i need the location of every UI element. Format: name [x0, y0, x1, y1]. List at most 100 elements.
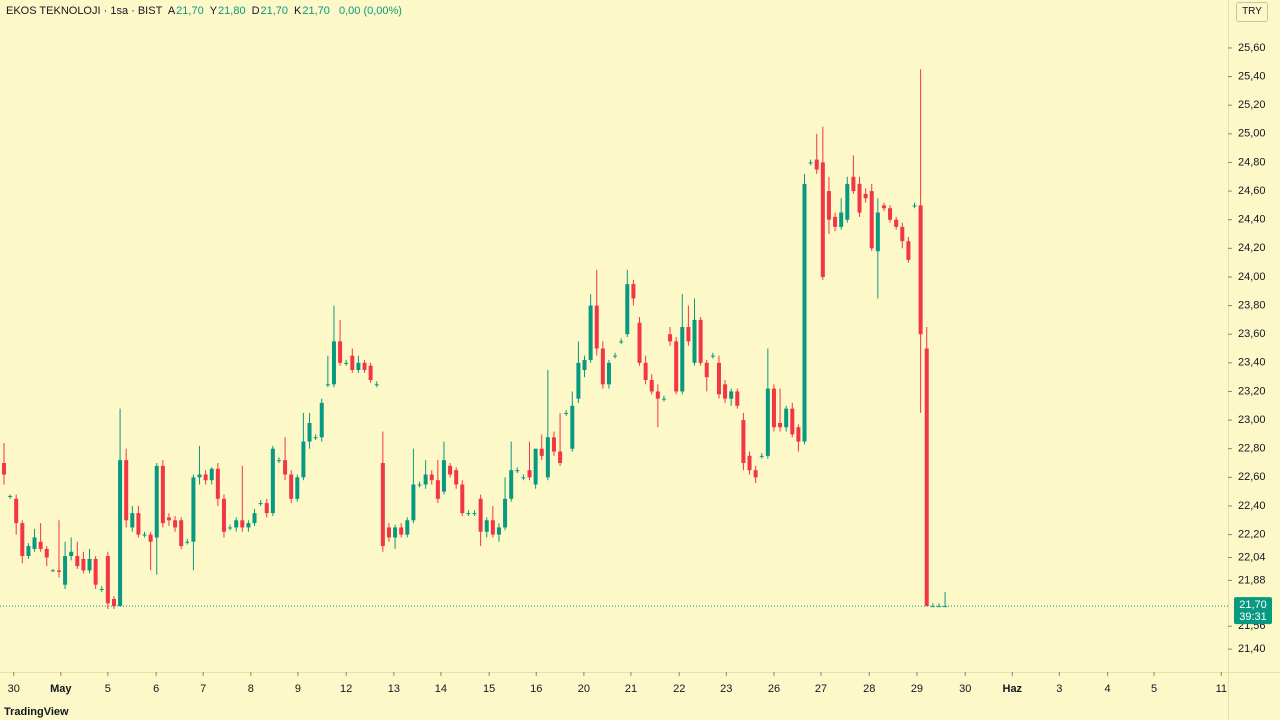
candle-body	[136, 513, 141, 535]
x-tick-label: 14	[435, 683, 447, 695]
legend-label: D	[251, 5, 260, 17]
candle-body	[606, 362, 611, 385]
candle-body	[362, 362, 367, 370]
candle-body	[741, 420, 746, 464]
y-tick-label: 25,20	[1238, 99, 1266, 111]
last-price-box	[1234, 597, 1272, 625]
candle-body	[246, 523, 251, 528]
candle-body	[423, 474, 428, 485]
candle-body	[735, 391, 740, 406]
symbol: EKOS TEKNOLOJI · 1sa · BIST	[6, 5, 163, 17]
x-tick-label: 13	[388, 683, 400, 695]
x-tick-label: 7	[200, 683, 206, 695]
candle-body	[888, 208, 893, 220]
y-tick-label: 21,88	[1238, 574, 1266, 586]
candle-body	[851, 176, 856, 192]
candle-body	[808, 162, 813, 164]
x-tick-label: 4	[1105, 683, 1111, 695]
candles	[1, 69, 948, 610]
candle-body	[655, 391, 660, 399]
candle-body	[918, 205, 923, 335]
x-tick-label: 16	[530, 683, 542, 695]
y-tick-label: 25,00	[1238, 128, 1266, 140]
candle-body	[698, 319, 703, 363]
candle-body	[264, 503, 269, 514]
y-tick-label: 21,40	[1238, 643, 1266, 655]
currency-button[interactable]: TRY	[1236, 2, 1268, 22]
ohlc-legend: A21,70 Y21,80 D21,70 K21,70	[168, 5, 336, 17]
candle-body	[142, 534, 147, 536]
x-tick-label: May	[50, 683, 72, 695]
candle-body	[521, 477, 526, 479]
candle-body	[600, 348, 605, 385]
candle-body	[454, 470, 459, 485]
x-tick-label: 12	[340, 683, 352, 695]
candle-body	[338, 341, 343, 363]
candle-body	[368, 365, 373, 381]
candle-body	[545, 437, 550, 478]
candle-body	[417, 484, 422, 486]
candle-body	[344, 362, 349, 364]
candle-body	[857, 183, 862, 213]
x-tick-label: 9	[295, 683, 301, 695]
candle-body	[906, 241, 911, 260]
candle-body	[503, 498, 508, 528]
candle-body	[441, 460, 446, 492]
candle-body	[448, 465, 453, 475]
candle-body	[160, 465, 165, 524]
x-tick-label: Haz	[1003, 683, 1023, 695]
legend-label: Y	[209, 5, 218, 17]
y-tick-label: 22,60	[1238, 471, 1266, 483]
candle-body	[99, 588, 104, 590]
candle-body	[435, 480, 440, 499]
x-tick-label: 30	[959, 683, 971, 695]
candle-body	[93, 558, 98, 585]
candle-body	[38, 541, 43, 549]
candle-body	[539, 448, 544, 456]
candle-body	[576, 362, 581, 399]
candle-body	[790, 408, 795, 435]
candle-body	[496, 527, 501, 535]
candle-body	[1, 463, 6, 475]
candle-body	[582, 359, 587, 370]
y-tick-label: 24,60	[1238, 185, 1266, 197]
candle-body	[894, 219, 899, 227]
x-tick-label: 27	[815, 683, 827, 695]
candle-body	[429, 474, 434, 481]
x-tick-label: 22	[673, 683, 685, 695]
candle-body	[258, 503, 263, 505]
y-tick-label: 25,40	[1238, 70, 1266, 82]
candle-body	[814, 159, 819, 170]
y-tick-label: 23,40	[1238, 357, 1266, 369]
candle-body	[295, 477, 300, 499]
change: 0,00 (0,00%)	[338, 5, 402, 17]
candle-body	[723, 384, 728, 399]
candle-body	[558, 451, 563, 464]
candle-body	[747, 455, 752, 471]
y-tick-label: 25,60	[1238, 42, 1266, 54]
y-tick-label: 22,04	[1238, 551, 1266, 563]
candle-body	[478, 498, 483, 532]
candle-body	[674, 341, 679, 392]
candle-body	[863, 193, 868, 199]
legend: EKOS TEKNOLOJI · 1sa · BIST A21,70 Y21,80…	[6, 5, 408, 17]
candle-body	[900, 226, 905, 242]
candle-body	[411, 484, 416, 521]
candle-body	[460, 484, 465, 514]
candle-body	[472, 513, 477, 515]
x-tick-label: 5	[105, 683, 111, 695]
x-tick-label: 30	[8, 683, 20, 695]
candle-body	[729, 391, 734, 399]
x-tick-label: 23	[720, 683, 732, 695]
candle-body	[765, 388, 770, 456]
x-tick-label: 21	[625, 683, 637, 695]
candle-body	[313, 437, 318, 439]
x-tick-label: 5	[1151, 683, 1157, 695]
candle-body	[692, 319, 697, 363]
candle-body	[710, 355, 715, 357]
y-tick-label: 23,20	[1238, 385, 1266, 397]
candle-body	[374, 384, 379, 386]
candle-body	[399, 527, 404, 535]
